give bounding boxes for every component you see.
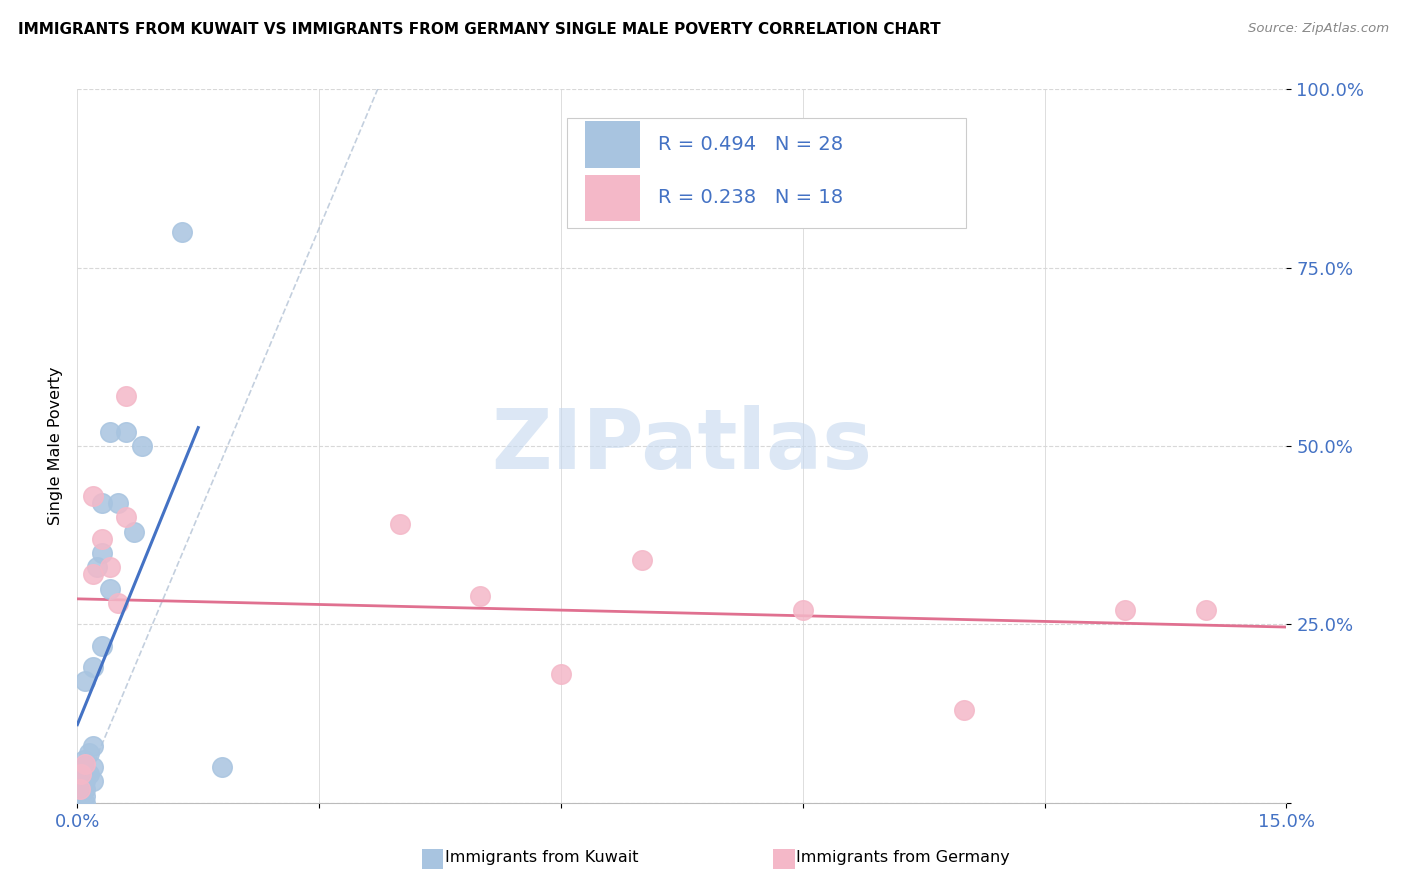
Point	[82, 760, 104, 774]
Point	[1195, 603, 1218, 617]
Point	[75, 774, 97, 789]
Text: Immigrants from Kuwait: Immigrants from Kuwait	[446, 850, 638, 864]
Point	[98, 582, 121, 596]
Point	[107, 596, 129, 610]
Point	[172, 225, 194, 239]
Point	[90, 532, 112, 546]
FancyBboxPatch shape	[567, 118, 966, 228]
Point	[211, 760, 233, 774]
Point	[107, 496, 129, 510]
Point	[70, 774, 93, 789]
Bar	[585, 175, 640, 221]
Point	[75, 674, 97, 689]
Point	[75, 781, 97, 796]
Point	[792, 603, 814, 617]
Text: IMMIGRANTS FROM KUWAIT VS IMMIGRANTS FROM GERMANY SINGLE MALE POVERTY CORRELATIO: IMMIGRANTS FROM KUWAIT VS IMMIGRANTS FRO…	[18, 22, 941, 37]
Point	[114, 389, 136, 403]
Point	[82, 489, 104, 503]
Text: R = 0.238   N = 18: R = 0.238 N = 18	[658, 188, 842, 207]
Point	[70, 760, 93, 774]
Point	[82, 660, 104, 674]
Point	[69, 767, 91, 781]
Point	[131, 439, 153, 453]
Point	[82, 774, 104, 789]
Point	[79, 746, 101, 760]
Text: Source: ZipAtlas.com: Source: ZipAtlas.com	[1249, 22, 1389, 36]
Point	[98, 560, 121, 574]
Point	[70, 767, 93, 781]
Point	[388, 517, 411, 532]
Point	[470, 589, 492, 603]
Bar	[585, 121, 640, 168]
Point	[630, 553, 652, 567]
Point	[82, 739, 104, 753]
Point	[90, 496, 112, 510]
Point	[114, 425, 136, 439]
Point	[90, 639, 112, 653]
Point	[79, 767, 101, 781]
Point	[69, 781, 91, 796]
Point	[1114, 603, 1136, 617]
Point	[73, 753, 96, 767]
Point	[75, 756, 97, 771]
Text: R = 0.494   N = 28: R = 0.494 N = 28	[658, 135, 842, 153]
Point	[90, 546, 112, 560]
Text: ZIPatlas: ZIPatlas	[492, 406, 872, 486]
Point	[86, 560, 108, 574]
Point	[98, 425, 121, 439]
Y-axis label: Single Male Poverty: Single Male Poverty	[48, 367, 63, 525]
Text: Immigrants from Germany: Immigrants from Germany	[796, 850, 1011, 864]
Point	[75, 789, 97, 803]
Point	[114, 510, 136, 524]
Point	[82, 567, 104, 582]
Point	[550, 667, 572, 681]
Point	[122, 524, 145, 539]
Point	[75, 796, 97, 810]
Point	[953, 703, 976, 717]
Point	[69, 781, 91, 796]
